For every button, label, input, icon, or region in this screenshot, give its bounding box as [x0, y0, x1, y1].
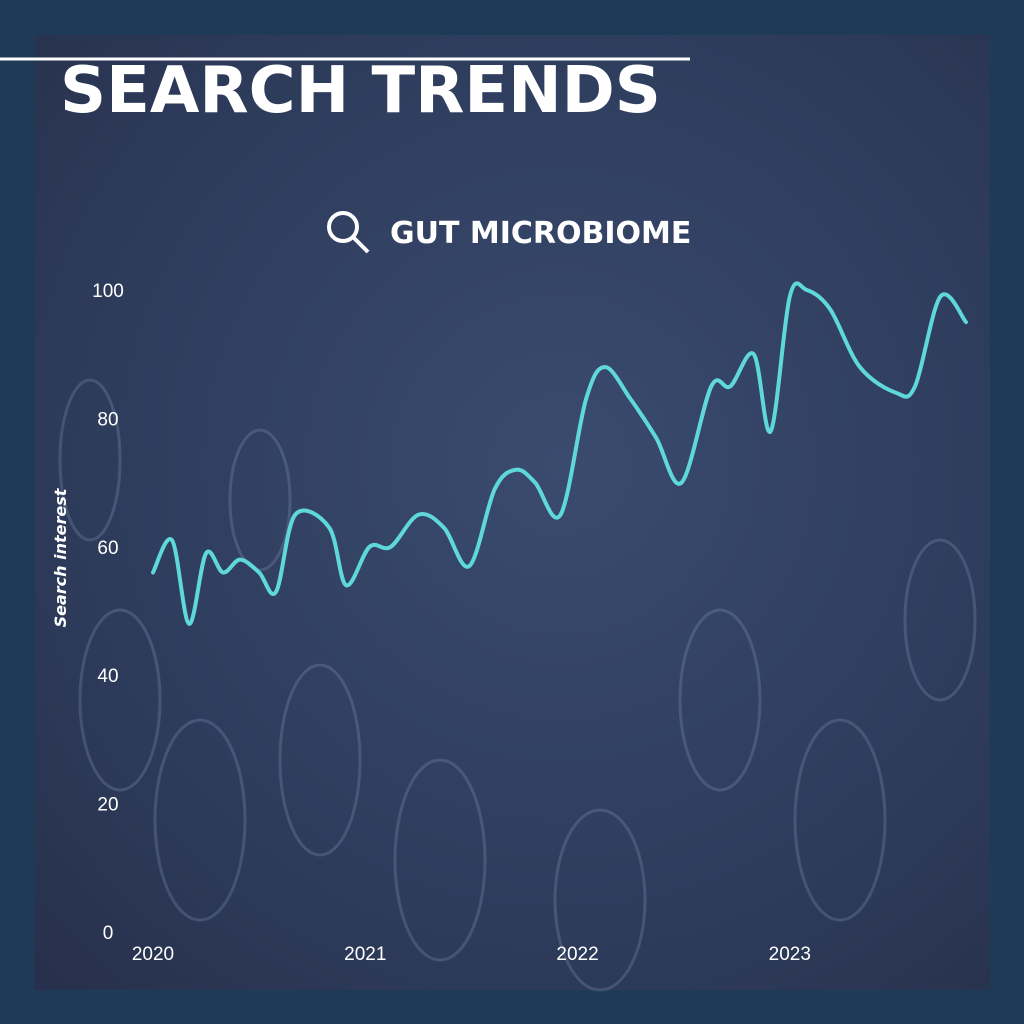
- decoration: [58, 378, 977, 992]
- background-image: [35, 35, 990, 990]
- x-tick-label: 2022: [556, 944, 598, 965]
- y-tick-label: 40: [97, 666, 118, 687]
- x-tick-label: 2020: [132, 944, 174, 965]
- y-tick-label: 20: [97, 795, 118, 816]
- y-tick-label: 80: [97, 409, 118, 430]
- y-tick-label: 0: [103, 923, 114, 944]
- y-axis-label: Search interest: [51, 487, 70, 627]
- chart-subtitle: GUT MICROBIOME: [390, 216, 691, 251]
- search-icon: [327, 211, 370, 254]
- y-tick-label: 100: [92, 281, 124, 302]
- line: [151, 281, 968, 626]
- y-tick-label: 60: [97, 538, 118, 559]
- chart-title: SEARCH TRENDS: [60, 54, 661, 128]
- x-tick-label: 2021: [344, 944, 386, 965]
- x-tick-label: 2023: [769, 944, 811, 965]
